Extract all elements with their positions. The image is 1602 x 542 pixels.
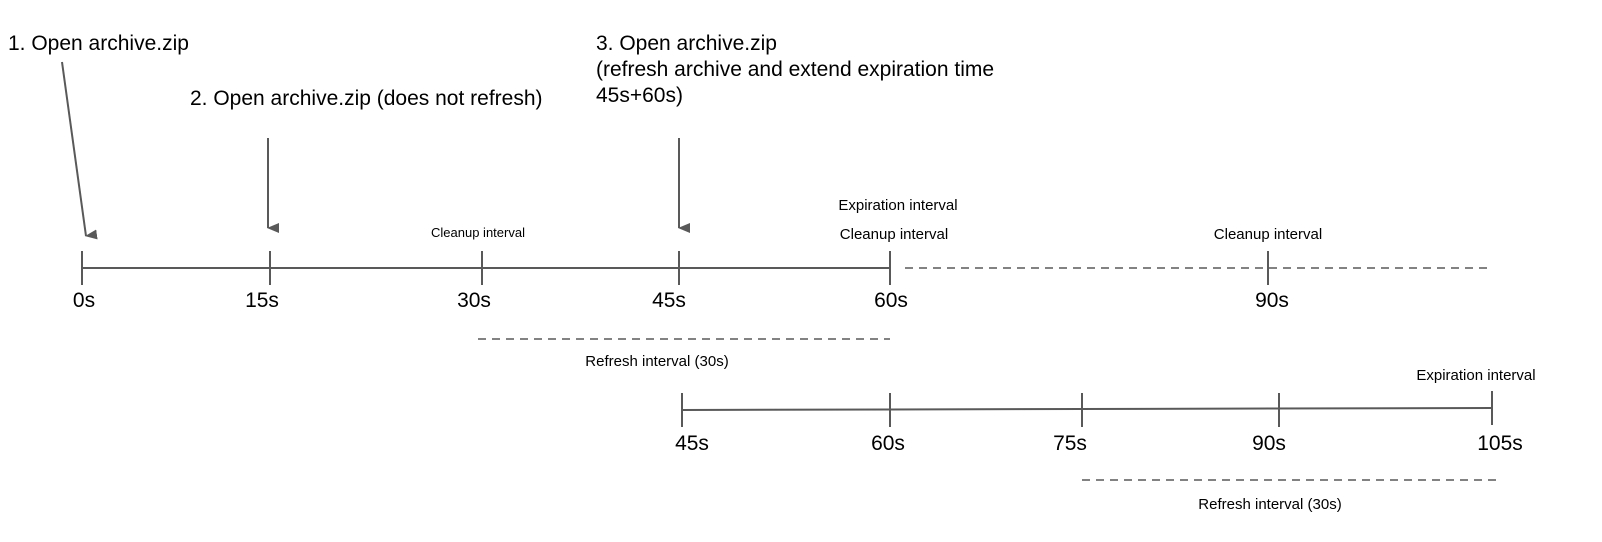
tick-label: 105s bbox=[1477, 432, 1523, 455]
tick-label: 15s bbox=[245, 289, 279, 312]
timeline-2-axis bbox=[681, 407, 1493, 411]
tick-label: 60s bbox=[874, 289, 908, 312]
cleanup-interval-label: Cleanup interval bbox=[1214, 226, 1322, 243]
expiration-interval-label: Expiration interval bbox=[1416, 367, 1535, 384]
tick-label: 0s bbox=[73, 289, 95, 312]
tick-label: 30s bbox=[457, 289, 491, 312]
refresh-interval-label: Refresh interval (30s) bbox=[1198, 496, 1341, 513]
tick-label: 75s bbox=[1053, 432, 1087, 455]
cleanup-interval-label: Cleanup interval bbox=[431, 225, 525, 240]
refresh-interval-label: Refresh interval (30s) bbox=[585, 353, 728, 370]
step3-label-line3: 45s+60s) bbox=[596, 84, 683, 107]
tick-label: 45s bbox=[652, 289, 686, 312]
timeline-1: 0s 15s 30s 45s 60s 90s Cleanup interval … bbox=[73, 197, 1490, 370]
cleanup-interval-label: Cleanup interval bbox=[840, 226, 948, 243]
timeline-2: 45s 60s 75s 90s 105s Expiration interval… bbox=[675, 367, 1536, 513]
expiration-interval-label: Expiration interval bbox=[838, 197, 957, 214]
tick-label: 45s bbox=[675, 432, 709, 455]
step3-label-line1: 3. Open archive.zip bbox=[596, 32, 777, 55]
tick-label: 60s bbox=[871, 432, 905, 455]
arrow-step1 bbox=[61, 61, 98, 240]
step2-label: 2. Open archive.zip (does not refresh) bbox=[190, 87, 543, 110]
step3-label-line2: (refresh archive and extend expiration t… bbox=[596, 58, 994, 81]
step1-label: 1. Open archive.zip bbox=[8, 32, 189, 55]
tick-label: 90s bbox=[1255, 289, 1289, 312]
tick-label: 90s bbox=[1252, 432, 1286, 455]
